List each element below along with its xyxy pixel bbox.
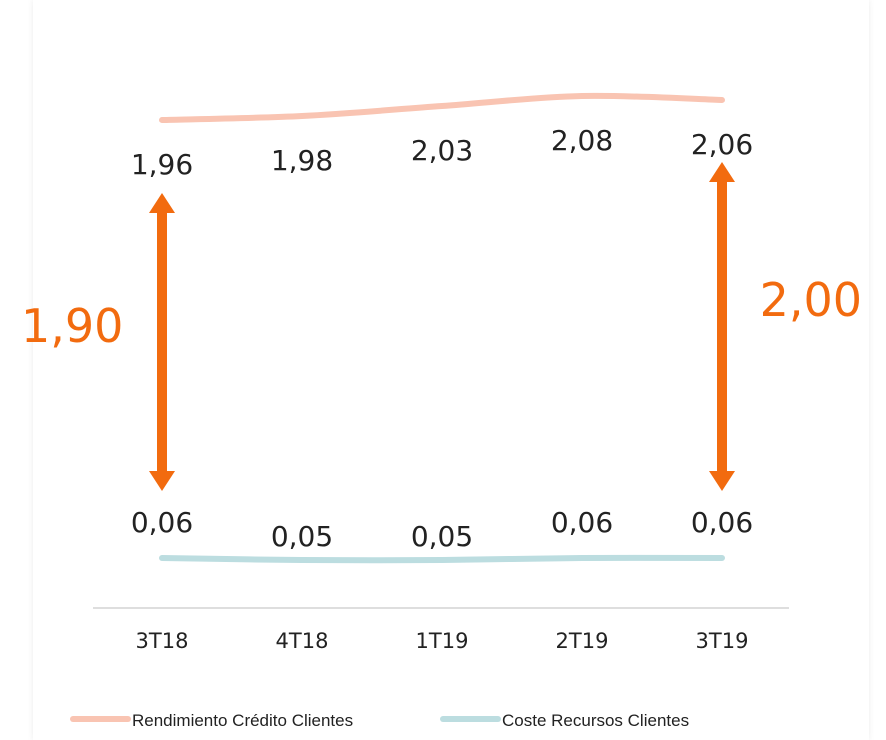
legend-label-rendimiento-credito-clientes: Rendimiento Crédito Clientes <box>132 711 353 730</box>
x-tick-label-3t18: 3T18 <box>136 629 189 653</box>
spread-arrow-3t19 <box>709 162 735 491</box>
x-tick-label-4t18: 4T18 <box>276 629 329 653</box>
series-line-coste-recursos-clientes <box>159 554 725 564</box>
legend-item-rendimiento-credito-clientes: Rendimiento Crédito Clientes <box>70 711 353 730</box>
chart-frame <box>33 0 869 740</box>
data-label-rendimiento-credito-clientes-3t18: 1,96 <box>131 148 193 181</box>
x-tick-label-3t19: 3T19 <box>696 629 749 653</box>
legend-label-coste-recursos-clientes: Coste Recursos Clientes <box>502 711 689 730</box>
legend-item-coste-recursos-clientes: Coste Recursos Clientes <box>440 711 689 730</box>
data-label-coste-recursos-clientes-3t19: 0,06 <box>691 506 753 539</box>
x-tick-label-1t19: 1T19 <box>416 629 469 653</box>
data-label-rendimiento-credito-clientes-2t19: 2,08 <box>551 124 613 157</box>
data-label-coste-recursos-clientes-4t18: 0,05 <box>271 520 333 553</box>
data-label-coste-recursos-clientes-3t18: 0,06 <box>131 506 193 539</box>
spread-label-3t18: 1,90 <box>21 299 123 353</box>
data-label-rendimiento-credito-clientes-1t19: 2,03 <box>411 134 473 167</box>
spread-label-3t19: 2,00 <box>760 273 862 327</box>
x-tick-label-2t19: 2T19 <box>556 629 609 653</box>
series-line-rendimiento-credito-clientes <box>159 92 725 123</box>
spread-arrow-3t18 <box>149 193 175 491</box>
data-label-rendimiento-credito-clientes-3t19: 2,06 <box>691 128 753 161</box>
data-label-rendimiento-credito-clientes-4t18: 1,98 <box>271 144 333 177</box>
data-label-coste-recursos-clientes-1t19: 0,05 <box>411 520 473 553</box>
data-label-coste-recursos-clientes-2t19: 0,06 <box>551 506 613 539</box>
